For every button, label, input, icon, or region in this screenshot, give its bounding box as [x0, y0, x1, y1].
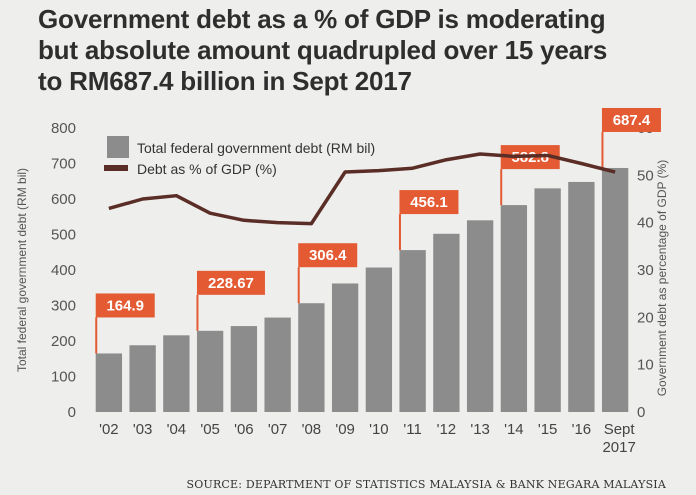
x-tick-label: Sept 2017 [602, 421, 635, 456]
debt-bar [500, 205, 528, 412]
legend-swatch-bar [107, 136, 129, 158]
callout-box [601, 107, 661, 132]
y-left-tick-label: 200 [51, 333, 76, 350]
gdp-ratio-line [108, 152, 616, 226]
y-left-tick-label: 600 [51, 191, 76, 208]
x-tick-label: '13 [470, 421, 490, 438]
debt-bar [298, 303, 325, 412]
x-tick-label: '14 [504, 421, 524, 438]
legend-label-line: Debt as % of GDP (%) [137, 161, 277, 177]
legend-swatch-line [104, 165, 128, 171]
callout-label: 687.4 [613, 112, 651, 129]
x-tick-label: '07 [268, 421, 288, 438]
y-left-tick-label: 700 [51, 156, 76, 173]
x-tick-label: '16 [572, 421, 592, 438]
x-tick-label: '04 [167, 421, 187, 438]
x-tick-label: '10 [369, 421, 389, 438]
debt-bar [163, 335, 190, 412]
x-tick-label: '05 [200, 421, 220, 438]
x-tick-label: '06 [234, 421, 254, 438]
callout-label: 306.4 [309, 247, 347, 264]
x-tick-label: '15 [538, 421, 558, 438]
callout-label: 228.67 [208, 275, 254, 292]
y-left-tick-label: 800 [51, 120, 76, 137]
debt-bar [433, 233, 460, 412]
y-right-tick-label: 0 [637, 404, 645, 421]
debt-bar [230, 326, 258, 412]
x-tick-label: '03 [133, 421, 153, 438]
debt-bar [466, 220, 494, 412]
title-line-2: but absolute amount quadrupled over 15 y… [38, 35, 608, 65]
x-tick-label: '12 [437, 421, 457, 438]
title-line-1: Government debt as a % of GDP is moderat… [38, 4, 606, 34]
legend-label-bar: Total federal government debt (RM bil) [137, 140, 375, 156]
x-tick-label: '02 [99, 421, 119, 438]
y-left-tick-label: 400 [51, 262, 76, 279]
debt-bar [399, 250, 426, 412]
debt-bar [534, 188, 561, 412]
callout-box [399, 190, 459, 215]
callout-box [196, 270, 265, 295]
y-left-tick-label: 300 [51, 298, 76, 315]
debt-bar [264, 317, 291, 412]
y-right-tick-label: 20 [637, 309, 654, 326]
callout-label: 456.1 [410, 194, 448, 211]
chart-title: Government debt as a % of GDP is moderat… [38, 4, 678, 97]
debt-bar [568, 181, 595, 412]
callout-label: 164.9 [106, 297, 144, 314]
debt-bar [365, 267, 393, 412]
x-tick-label: '11 [403, 421, 421, 438]
debt-bar [196, 330, 224, 412]
debt-bar [331, 283, 359, 412]
debt-bar [129, 345, 156, 412]
x-tick-label: '08 [302, 421, 322, 438]
source-note: SOURCE: DEPARTMENT OF STATISTICS MALAYSI… [186, 478, 666, 491]
y-left-tick-label: 500 [51, 227, 76, 244]
y-right-tick-label: 10 [637, 357, 654, 374]
y-right-tick-label: 40 [637, 215, 654, 232]
debt-bar [601, 167, 629, 412]
title-line-3: to RM687.4 billion in Sept 2017 [38, 66, 412, 96]
y-right-tick-label: 30 [637, 262, 654, 279]
callout-box [298, 243, 358, 268]
y-left-axis-title: Total federal government debt (RM bil) [15, 168, 29, 372]
debt-bar [95, 353, 123, 412]
x-tick-label: '09 [335, 421, 355, 438]
callout-box [95, 293, 155, 318]
y-left-tick-label: 0 [68, 404, 76, 421]
y-right-tick-label: 50 [637, 167, 654, 184]
y-left-tick-label: 100 [51, 369, 76, 386]
y-right-axis-title: Government debt as percentage of GDP (%) [655, 160, 669, 397]
